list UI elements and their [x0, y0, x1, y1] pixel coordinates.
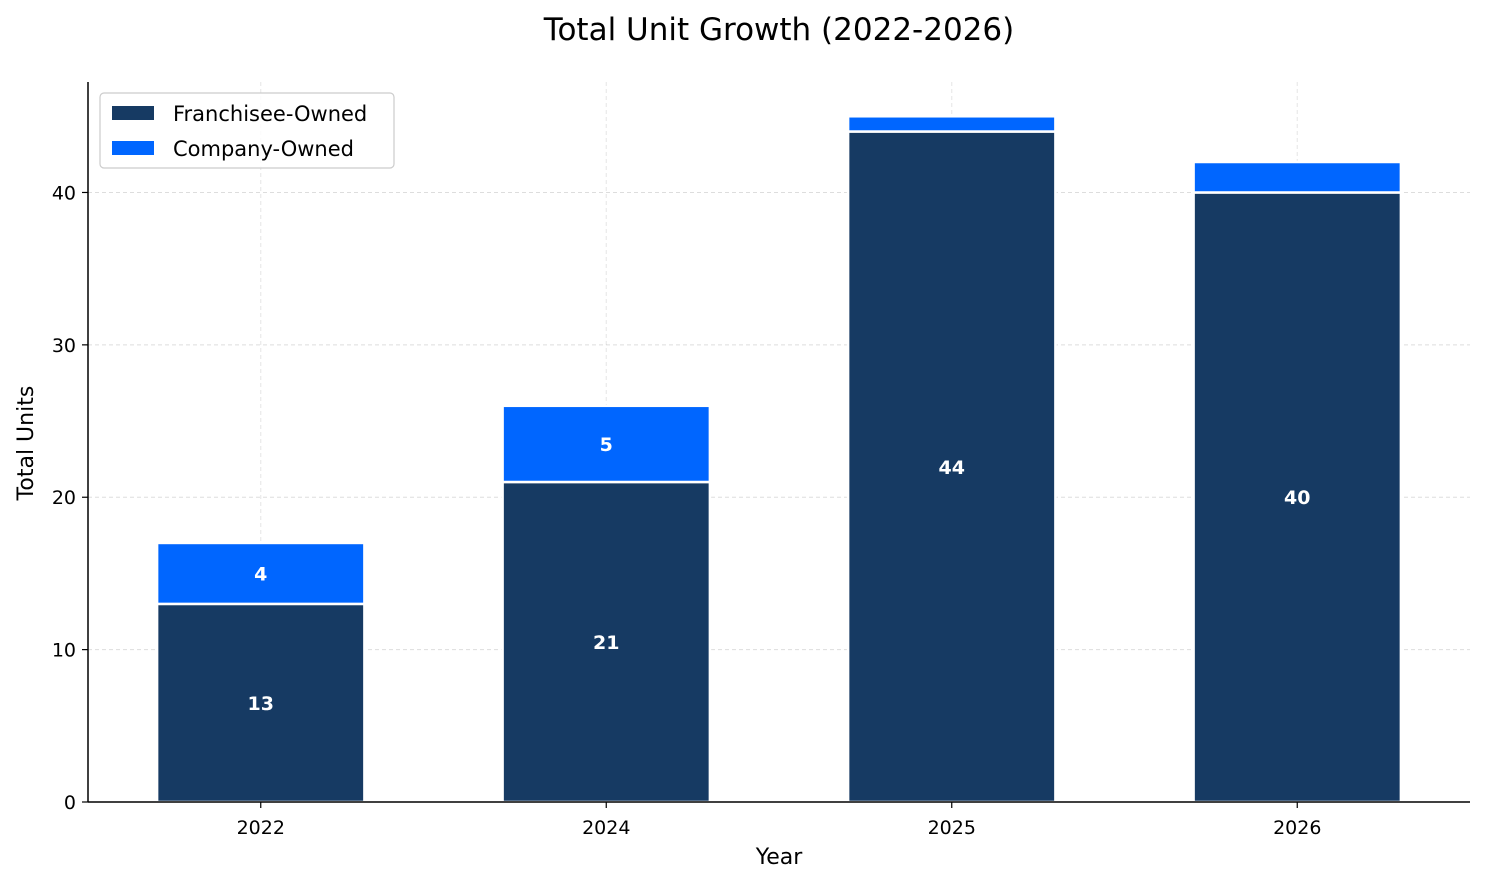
bar-company-owned-2022 — [155, 541, 366, 606]
y-tick-label: 10 — [52, 640, 76, 662]
bar-franchisee-owned-2022 — [155, 602, 366, 804]
legend: Franchisee-Owned Company-Owned — [99, 92, 395, 169]
bars — [155, 115, 1403, 804]
bar-value-label: 40 — [1284, 487, 1310, 509]
x-tick-label: 2025 — [928, 817, 976, 839]
bar-value-label: 44 — [939, 457, 965, 479]
bar-company-owned-2024 — [501, 404, 712, 484]
x-tick-label: 2022 — [237, 817, 285, 839]
bar-labels: 13 21 44 40 4 5 — [248, 434, 1311, 715]
y-axis-label: Total Units — [14, 386, 39, 502]
legend-swatch — [112, 141, 154, 155]
legend-label: Franchisee-Owned — [173, 102, 367, 126]
bar-franchisee-owned-2025 — [846, 130, 1057, 804]
bar-value-label: 21 — [593, 632, 619, 654]
bar-value-label: 13 — [248, 693, 274, 715]
legend-label: Company-Owned — [173, 137, 354, 161]
ticks: 0 10 20 30 40 2022 2024 2025 2026 — [52, 182, 1322, 839]
x-tick-label: 2026 — [1273, 817, 1321, 839]
y-tick-label: 20 — [52, 487, 76, 509]
bar-value-label: 5 — [600, 434, 613, 456]
bar-value-label: 4 — [254, 563, 267, 585]
bar-company-owned-2026 — [1192, 160, 1403, 194]
bar-franchisee-owned-2026 — [1192, 191, 1403, 804]
legend-swatch — [112, 106, 154, 120]
y-tick-label: 0 — [64, 792, 76, 814]
y-tick-label: 30 — [52, 335, 76, 357]
axes — [87, 82, 1470, 803]
bar-company-owned-2025 — [846, 115, 1057, 133]
legend-box — [99, 92, 395, 169]
x-tick-label: 2024 — [582, 817, 630, 839]
y-tick-label: 40 — [52, 182, 76, 204]
chart-title: Total Unit Growth (2022-2026) — [543, 12, 1014, 48]
x-axis-label: Year — [755, 845, 804, 870]
